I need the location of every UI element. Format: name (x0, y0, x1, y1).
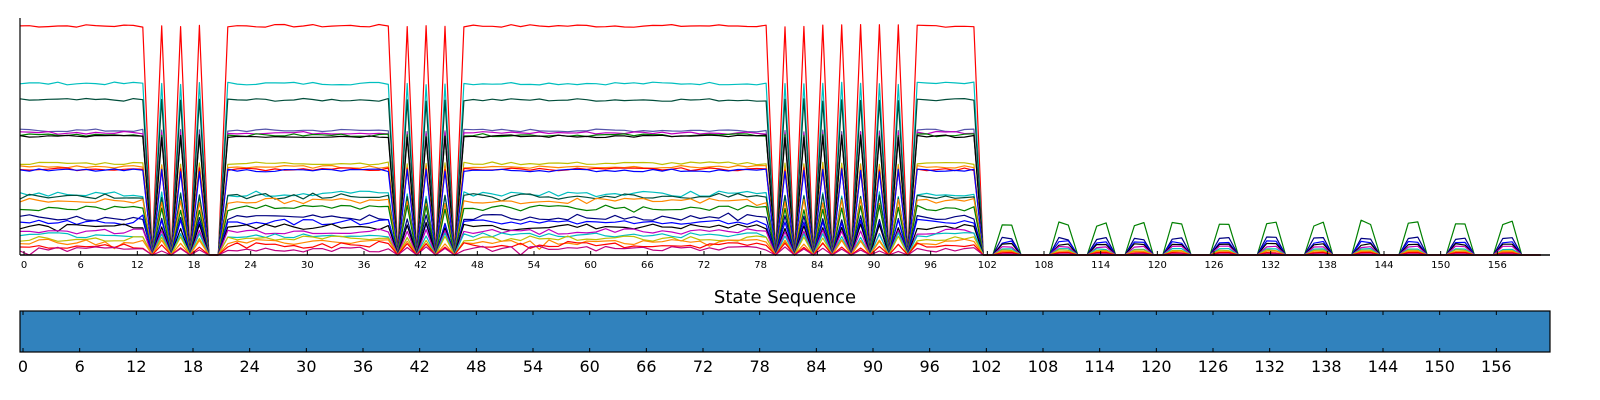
state-tick-label: 0 (18, 357, 28, 376)
state-bar (19, 310, 1551, 353)
state-tick-label: 78 (749, 357, 769, 376)
x-tick-label: 12 (131, 260, 144, 271)
x-tick-label: 48 (471, 260, 484, 271)
x-tick-label: 78 (754, 260, 767, 271)
state-tick-label: 72 (693, 357, 713, 376)
state-tick-label: 144 (1368, 357, 1399, 376)
x-tick-label: 54 (528, 260, 541, 271)
x-tick-label: 108 (1034, 260, 1053, 271)
state-tick-label: 90 (863, 357, 883, 376)
x-tick-label: 120 (1148, 260, 1167, 271)
state-sequence-title: State Sequence (714, 287, 856, 308)
state-x-axis-ticks: 0 6 12 18 24 30 36 42 48 54 60 66 72 78 84 90 96 102 108 11… (18, 311, 1512, 376)
series-line (19, 23, 1541, 256)
state-sequence-plot: State Sequence 0 6 12 18 24 30 36 42 48 54 60 66 72 7… (18, 287, 1551, 376)
state-bars (19, 310, 1551, 353)
x-tick-label: 102 (978, 260, 997, 271)
state-tick-label: 138 (1311, 357, 1342, 376)
x-tick-label: 84 (811, 260, 824, 271)
x-tick-label: 66 (641, 260, 654, 271)
state-tick-label: 156 (1481, 357, 1512, 376)
state-tick-label: 18 (183, 357, 203, 376)
state-tick-label: 30 (296, 357, 316, 376)
x-tick-label: 96 (924, 260, 937, 271)
x-tick-label: 6 (77, 260, 83, 271)
x-tick-label: 156 (1488, 260, 1507, 271)
x-tick-label: 132 (1261, 260, 1280, 271)
state-tick-label: 132 (1254, 357, 1285, 376)
state-tick-label: 120 (1141, 357, 1172, 376)
state-tick-label: 24 (239, 357, 259, 376)
x-tick-label: 30 (301, 260, 314, 271)
x-tick-label: 18 (188, 260, 201, 271)
state-tick-label: 126 (1198, 357, 1229, 376)
state-tick-label: 42 (409, 357, 429, 376)
x-tick-label: 144 (1374, 260, 1393, 271)
series-group (19, 23, 1541, 256)
x-tick-label: 114 (1091, 260, 1110, 271)
state-tick-label: 84 (806, 357, 826, 376)
x-tick-label: 150 (1431, 260, 1450, 271)
x-axis-ticks: 0 6 12 18 24 30 36 42 48 54 60 66 72 78 84 90 96 102 108 11… (21, 251, 1507, 271)
state-tick-label: 108 (1028, 357, 1059, 376)
x-tick-label: 72 (698, 260, 711, 271)
state-tick-label: 12 (126, 357, 146, 376)
x-tick-label: 126 (1204, 260, 1223, 271)
state-tick-label: 54 (523, 357, 543, 376)
x-tick-label: 90 (868, 260, 881, 271)
x-tick-label: 0 (21, 260, 27, 271)
feature-line-plot: 0 6 12 18 24 30 36 42 48 54 60 66 72 78 84 90 96 102 108 11… (19, 18, 1550, 271)
x-tick-label: 42 (414, 260, 427, 271)
state-tick-label: 60 (579, 357, 599, 376)
state-tick-label: 96 (919, 357, 939, 376)
x-tick-label: 24 (244, 260, 257, 271)
state-tick-label: 66 (636, 357, 656, 376)
state-tick-label: 102 (971, 357, 1002, 376)
state-tick-label: 6 (75, 357, 85, 376)
state-tick-label: 150 (1424, 357, 1455, 376)
x-tick-label: 36 (358, 260, 371, 271)
x-tick-label: 138 (1318, 260, 1337, 271)
state-tick-label: 48 (466, 357, 486, 376)
state-tick-label: 114 (1084, 357, 1115, 376)
x-tick-label: 60 (584, 260, 597, 271)
state-tick-label: 36 (353, 357, 373, 376)
